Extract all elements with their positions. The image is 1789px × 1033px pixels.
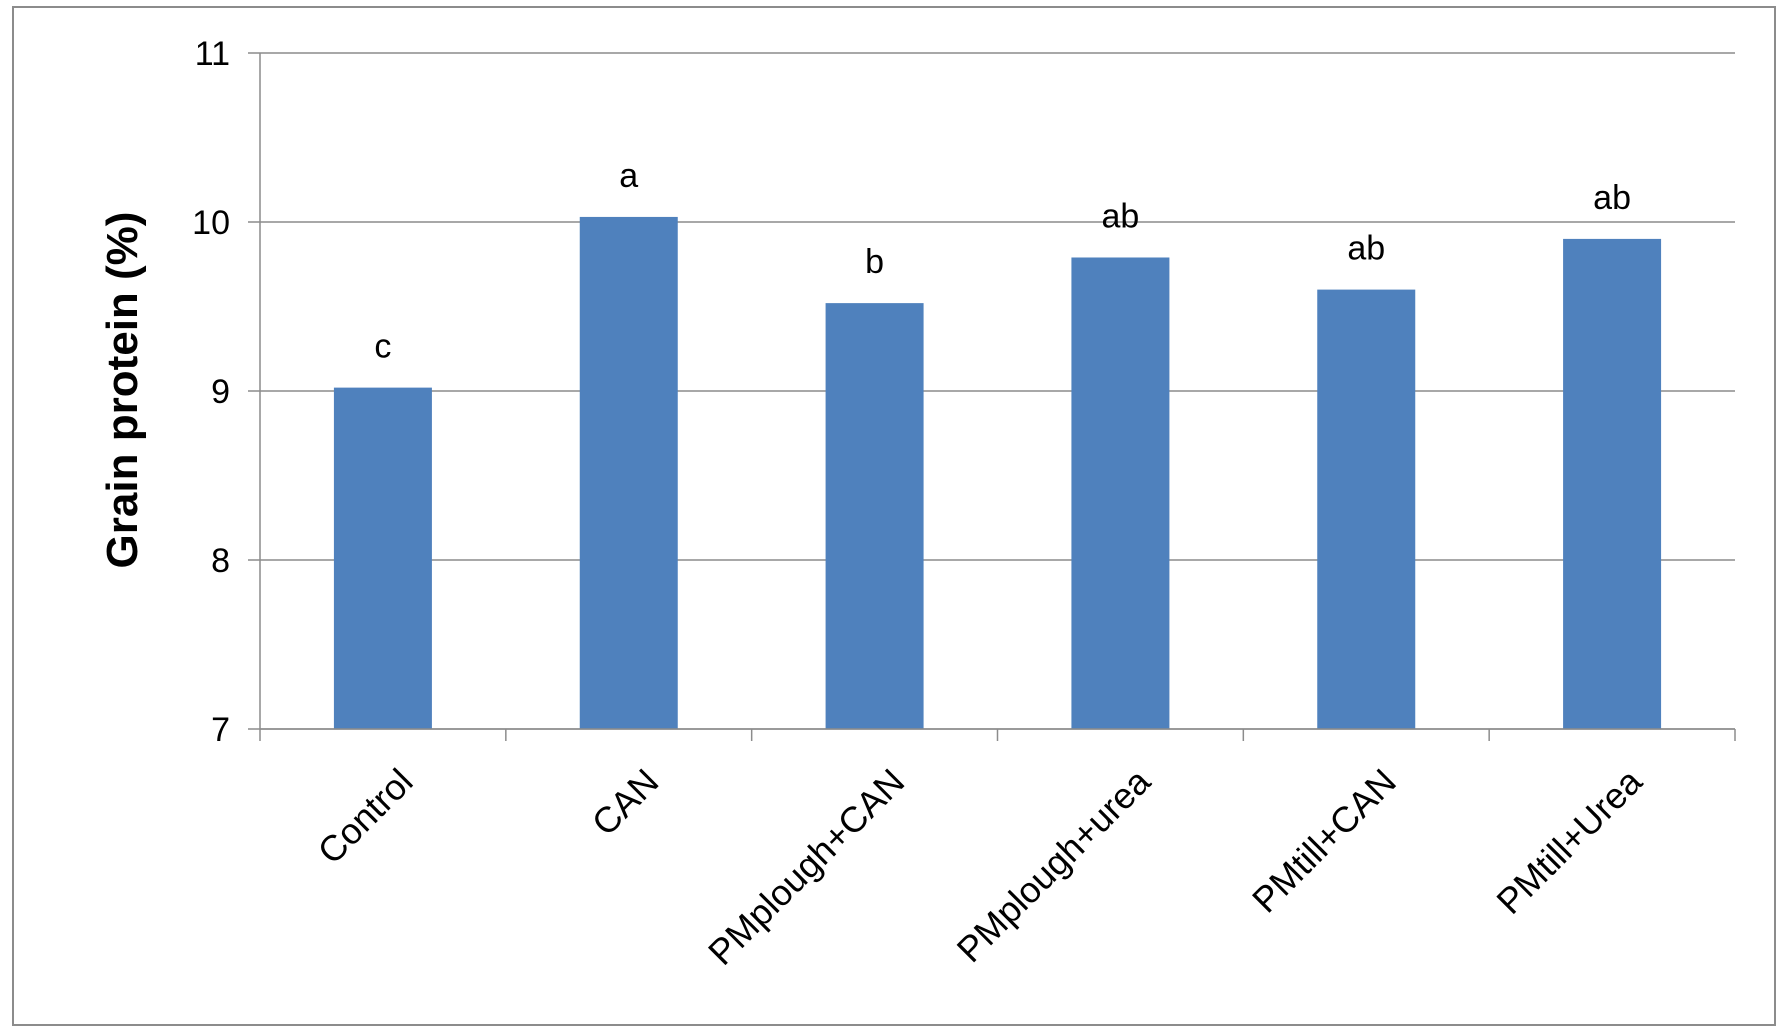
bar bbox=[1317, 289, 1416, 729]
bar bbox=[333, 387, 432, 729]
bar bbox=[579, 216, 678, 729]
bars bbox=[333, 216, 1662, 729]
x-category-label: PMplough+urea bbox=[949, 760, 1159, 970]
bar bbox=[825, 303, 924, 729]
y-tick-label: 8 bbox=[211, 542, 230, 580]
y-axis-title: Grain protein (%) bbox=[98, 212, 147, 569]
significance-label: b bbox=[865, 243, 884, 281]
x-category-label: PMplough+CAN bbox=[700, 761, 912, 973]
x-category-label: CAN bbox=[584, 761, 667, 844]
x-category-label: PMtill+Urea bbox=[1488, 760, 1650, 922]
bar bbox=[1071, 257, 1170, 729]
x-category-label: PMtill+CAN bbox=[1244, 761, 1404, 921]
y-tick-label: 9 bbox=[211, 373, 230, 411]
gridlines bbox=[248, 52, 1735, 730]
significance-label: ab bbox=[1593, 179, 1631, 217]
significance-label: ab bbox=[1347, 230, 1385, 268]
y-tick-label: 7 bbox=[211, 711, 230, 749]
significance-label: ab bbox=[1102, 197, 1140, 235]
y-tick-label: 10 bbox=[192, 204, 230, 242]
significance-label: a bbox=[619, 157, 638, 195]
y-tick-label: 11 bbox=[195, 35, 230, 73]
x-category-label: Control bbox=[310, 761, 421, 872]
significance-label: c bbox=[374, 328, 391, 366]
bar bbox=[1563, 238, 1662, 729]
axes bbox=[259, 53, 1736, 741]
